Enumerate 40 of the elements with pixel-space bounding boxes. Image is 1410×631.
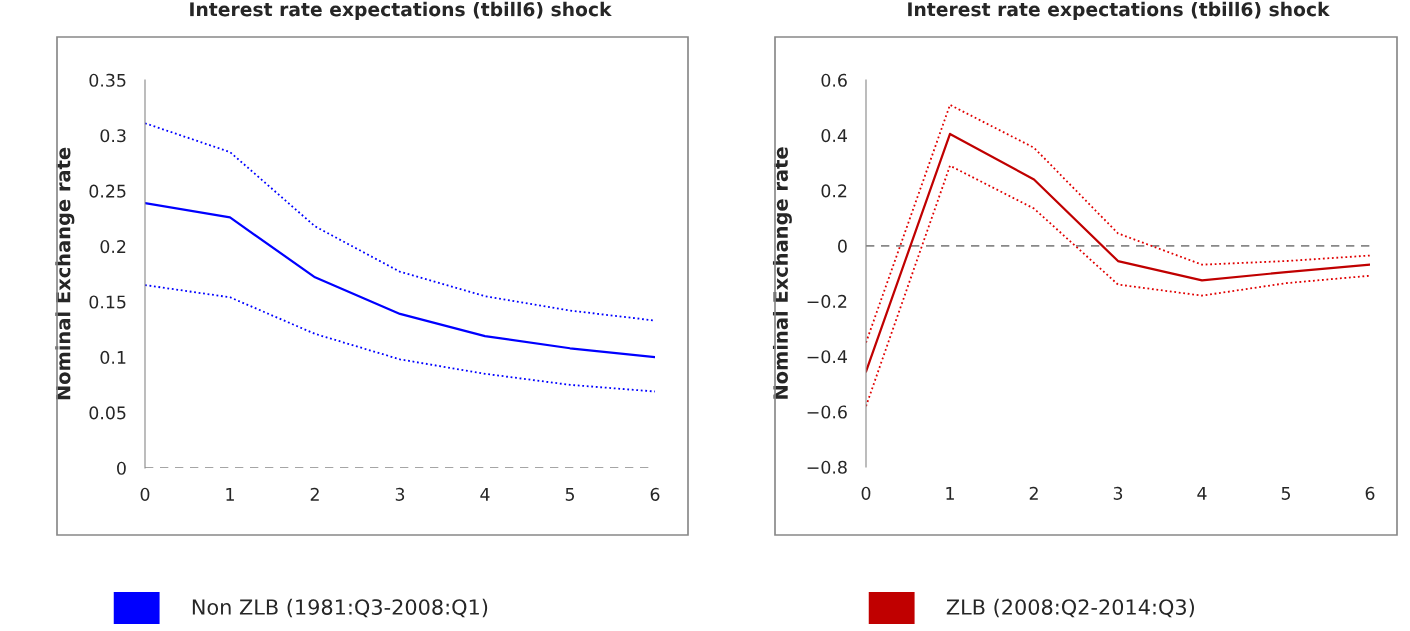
y-tick-label: 0.25 (89, 184, 126, 198)
y-tick-label: −0.8 (807, 460, 847, 474)
x-tick-label: 6 (1365, 486, 1375, 500)
y-tick-label: 0.2 (100, 240, 126, 254)
x-tick-label: 2 (310, 487, 319, 501)
line-series (866, 132, 1370, 373)
x-tick-label: 1 (946, 486, 954, 500)
line-series (145, 122, 655, 322)
y-tick-label: 0.2 (821, 184, 847, 198)
x-tick-label: 0 (140, 487, 150, 501)
y-tick-label: 0.05 (89, 406, 126, 420)
y-tick-label: 0.35 (89, 73, 126, 87)
y-tick-label: 0.3 (100, 129, 126, 143)
y-tick-label: −0.2 (807, 294, 847, 308)
line-series (145, 201, 655, 359)
chart-title: Interest rate expectations (tbill6) shock (190, 1, 612, 21)
x-tick-label: 2 (1029, 486, 1038, 500)
legend-label: ZLB (2008:Q2-2014:Q3) (946, 598, 1194, 618)
y-tick-label: 0.6 (821, 73, 847, 87)
y-axis-title: Nominal Exchange rate (55, 147, 75, 400)
y-tick-label: 0.15 (89, 295, 126, 309)
x-tick-label: 3 (395, 487, 405, 501)
x-tick-label: 6 (650, 487, 660, 501)
x-tick-label: 5 (565, 487, 575, 501)
y-tick-label: 0 (838, 239, 847, 253)
x-tick-label: 0 (861, 486, 871, 500)
x-tick-label: 5 (1281, 486, 1291, 500)
x-tick-label: 1 (226, 487, 234, 501)
x-tick-label: 3 (1113, 486, 1123, 500)
y-tick-label: 0.4 (821, 129, 847, 143)
chart-title: Interest rate expectations (tbill6) shock (908, 1, 1330, 21)
line-series (145, 284, 655, 393)
x-tick-label: 4 (480, 487, 490, 501)
y-axis-title: Nominal Exchange rate (772, 147, 792, 399)
y-tick-label: 0 (117, 461, 126, 475)
x-tick-label: 4 (1197, 486, 1207, 500)
y-tick-label: 0.1 (100, 350, 126, 364)
y-tick-label: −0.6 (807, 405, 847, 419)
legend-label: Non ZLB (1981:Q3-2008:Q1) (192, 598, 488, 618)
y-tick-label: −0.4 (807, 350, 847, 364)
